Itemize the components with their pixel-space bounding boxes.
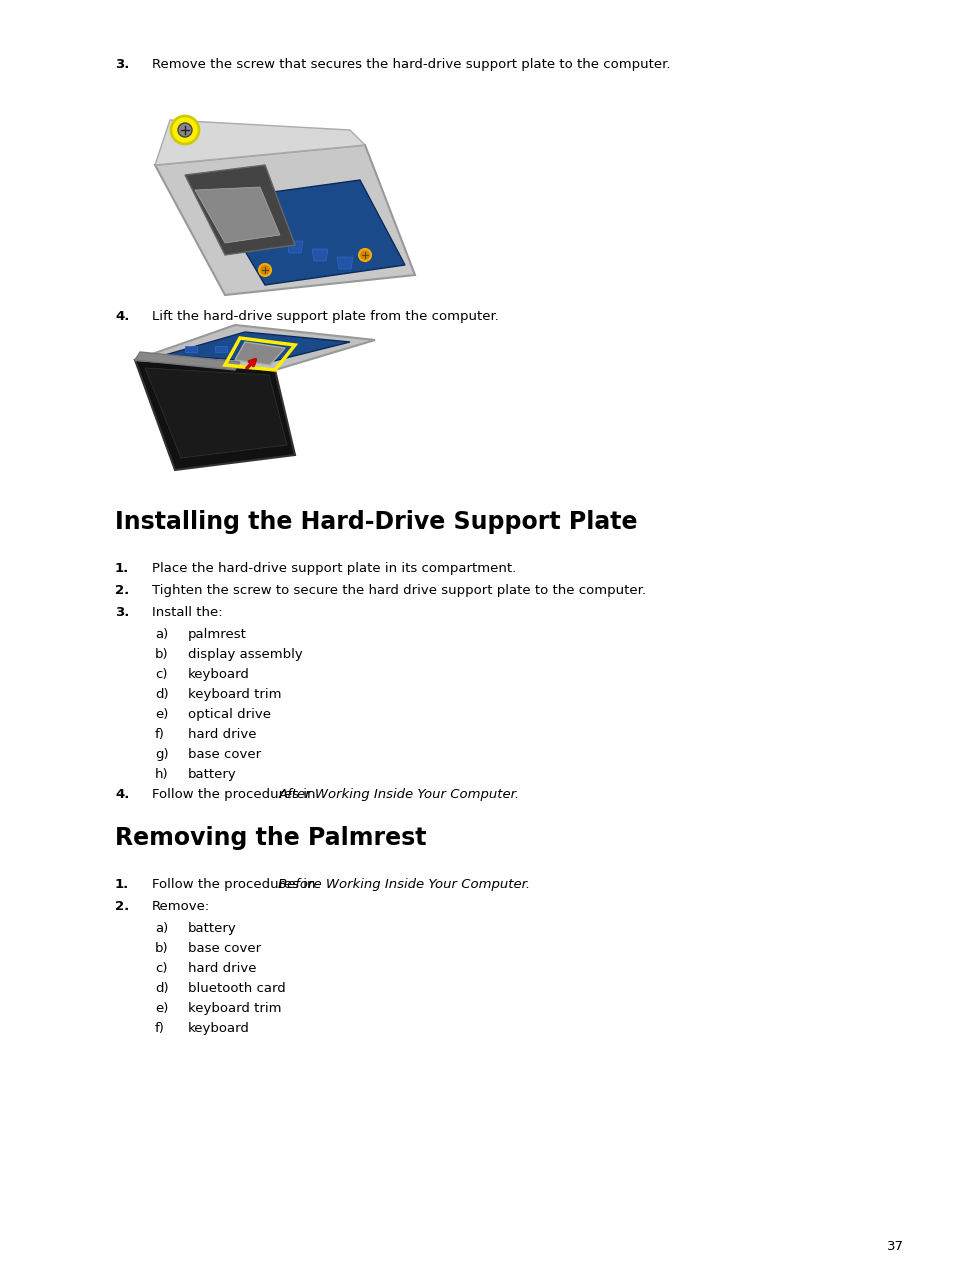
Text: Remove:: Remove: xyxy=(152,900,210,913)
Text: 3.: 3. xyxy=(115,606,130,619)
Text: optical drive: optical drive xyxy=(188,708,271,721)
Text: battery: battery xyxy=(188,922,236,935)
Polygon shape xyxy=(214,180,405,285)
Text: 2.: 2. xyxy=(115,900,129,913)
Text: keyboard trim: keyboard trim xyxy=(188,689,281,701)
Polygon shape xyxy=(145,368,287,458)
Circle shape xyxy=(358,249,371,261)
Polygon shape xyxy=(185,165,294,255)
Text: Remove the screw that secures the hard-drive support plate to the computer.: Remove the screw that secures the hard-d… xyxy=(152,58,670,71)
Text: e): e) xyxy=(154,708,168,721)
Circle shape xyxy=(178,123,192,137)
Text: base cover: base cover xyxy=(188,748,261,761)
Polygon shape xyxy=(287,241,303,254)
Text: d): d) xyxy=(154,689,169,701)
Text: display assembly: display assembly xyxy=(188,648,302,661)
FancyBboxPatch shape xyxy=(185,346,196,353)
Text: Removing the Palmrest: Removing the Palmrest xyxy=(115,825,426,850)
Text: hard drive: hard drive xyxy=(188,962,256,975)
Text: 4.: 4. xyxy=(115,309,130,323)
Polygon shape xyxy=(336,257,353,269)
Circle shape xyxy=(171,115,199,145)
Text: 3.: 3. xyxy=(115,58,130,71)
Text: Follow the procedures in: Follow the procedures in xyxy=(152,787,319,801)
Text: Installing the Hard-Drive Support Plate: Installing the Hard-Drive Support Plate xyxy=(115,510,637,534)
Text: keyboard: keyboard xyxy=(188,668,250,681)
Polygon shape xyxy=(194,186,280,243)
Text: a): a) xyxy=(154,628,168,642)
Text: battery: battery xyxy=(188,768,236,781)
Text: e): e) xyxy=(154,1002,168,1014)
FancyBboxPatch shape xyxy=(214,346,227,353)
Text: f): f) xyxy=(154,1022,165,1035)
Text: hard drive: hard drive xyxy=(188,728,256,741)
Text: After Working Inside Your Computer.: After Working Inside Your Computer. xyxy=(278,787,518,801)
Text: a): a) xyxy=(154,922,168,935)
Text: Install the:: Install the: xyxy=(152,606,222,619)
Text: base cover: base cover xyxy=(188,942,261,955)
Text: 2.: 2. xyxy=(115,585,129,597)
Text: palmrest: palmrest xyxy=(188,628,247,642)
Text: bluetooth card: bluetooth card xyxy=(188,981,286,995)
Polygon shape xyxy=(135,360,294,470)
Text: keyboard: keyboard xyxy=(188,1022,250,1035)
Polygon shape xyxy=(234,342,285,365)
Text: 37: 37 xyxy=(885,1240,902,1253)
Text: Follow the procedures in: Follow the procedures in xyxy=(152,877,319,891)
Polygon shape xyxy=(135,353,240,370)
Text: 1.: 1. xyxy=(115,562,129,574)
Text: 1.: 1. xyxy=(115,877,129,891)
FancyBboxPatch shape xyxy=(245,346,256,353)
Text: b): b) xyxy=(154,648,169,661)
Text: f): f) xyxy=(154,728,165,741)
Polygon shape xyxy=(135,325,375,370)
Text: d): d) xyxy=(154,981,169,995)
Polygon shape xyxy=(165,332,350,361)
Text: g): g) xyxy=(154,748,169,761)
Text: h): h) xyxy=(154,768,169,781)
Polygon shape xyxy=(312,249,328,261)
Text: Before Working Inside Your Computer.: Before Working Inside Your Computer. xyxy=(278,877,530,891)
Text: b): b) xyxy=(154,942,169,955)
Text: Place the hard-drive support plate in its compartment.: Place the hard-drive support plate in it… xyxy=(152,562,516,574)
Text: c): c) xyxy=(154,962,168,975)
Text: keyboard trim: keyboard trim xyxy=(188,1002,281,1014)
Circle shape xyxy=(258,264,271,276)
Text: Tighten the screw to secure the hard drive support plate to the computer.: Tighten the screw to secure the hard dri… xyxy=(152,585,645,597)
Polygon shape xyxy=(262,233,277,245)
Polygon shape xyxy=(236,224,253,237)
Polygon shape xyxy=(154,120,365,165)
Text: c): c) xyxy=(154,668,168,681)
Text: 4.: 4. xyxy=(115,787,130,801)
Text: Lift the hard-drive support plate from the computer.: Lift the hard-drive support plate from t… xyxy=(152,309,498,323)
Polygon shape xyxy=(154,145,415,295)
